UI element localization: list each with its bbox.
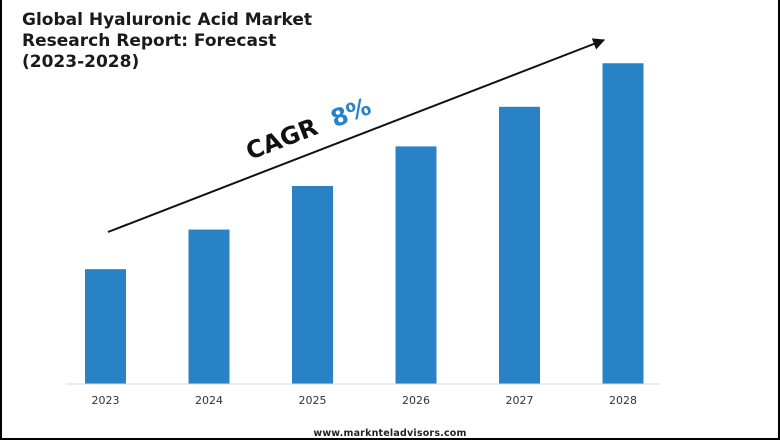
website-text: www.marknteladvisors.com	[313, 427, 467, 439]
x-tick-label: 2025	[299, 394, 327, 407]
x-tick-label: 2024	[195, 394, 223, 407]
bar-2025	[292, 186, 333, 384]
frame-edge-bottom	[0, 438, 780, 440]
x-tick-label: 2028	[609, 394, 637, 407]
cagr-value: 8%	[327, 92, 375, 133]
bar-2023	[85, 269, 126, 384]
bar-2027	[499, 106, 540, 385]
bar-2024	[188, 229, 230, 384]
frame-edge-right	[778, 0, 780, 440]
x-tick-label: 2023	[92, 394, 120, 407]
x-tick-label: 2026	[402, 394, 430, 407]
cagr-label: CAGR	[242, 113, 321, 166]
footer: www.marknteladvisors.com	[0, 426, 780, 440]
bar-2026	[395, 146, 437, 384]
x-tick-label: 2027	[506, 394, 534, 407]
chart-title: Global Hyaluronic Acid Market Research R…	[22, 10, 312, 72]
trend-arrow	[107, 38, 606, 233]
frame-edge-left	[0, 0, 2, 440]
bar-2028	[602, 63, 644, 385]
